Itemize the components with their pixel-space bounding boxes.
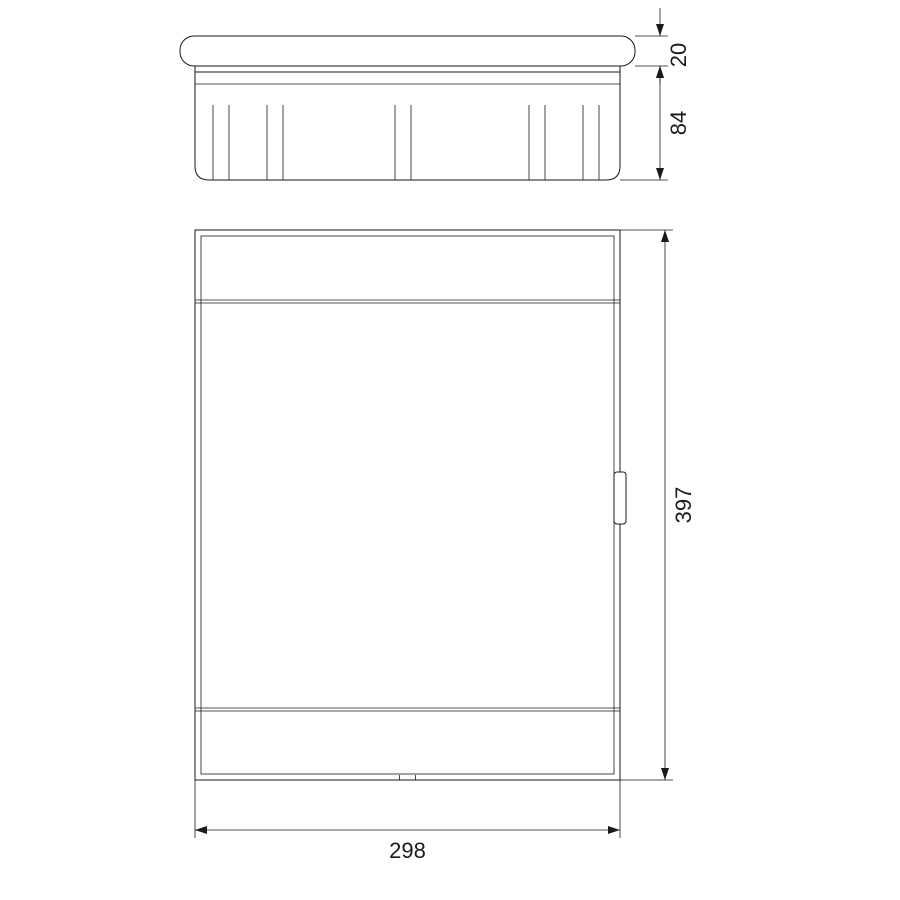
technical-drawing: 298 397 20 84 bbox=[0, 0, 900, 900]
dim-depth: 84 bbox=[666, 111, 691, 135]
dim-lid: 20 bbox=[666, 43, 691, 67]
dim-height: 397 bbox=[671, 487, 696, 524]
dim-width: 298 bbox=[389, 838, 426, 863]
